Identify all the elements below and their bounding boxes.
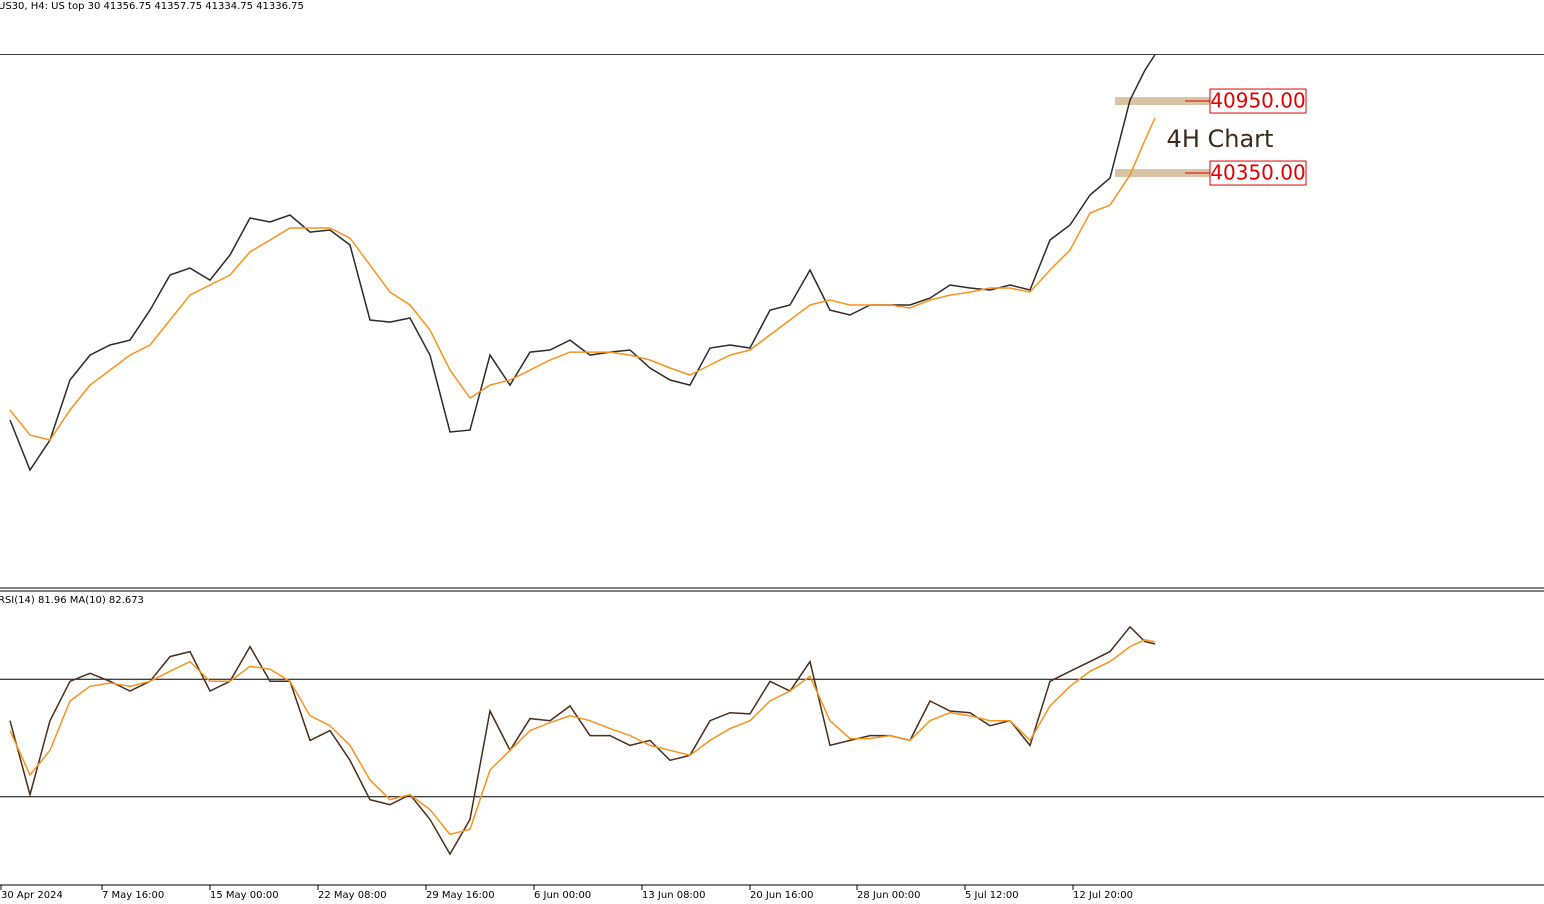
main-line (9, 54, 1156, 472)
level-zone (1115, 97, 1210, 106)
x-tick-label: 30 Apr 2024 (1, 890, 63, 901)
x-tick-label: 28 Jun 00:00 (857, 890, 921, 901)
level-label-box (1209, 88, 1307, 114)
x-tick-label: 29 May 16:00 (426, 890, 495, 901)
x-tick-label: 12 Jul 20:00 (1073, 890, 1133, 901)
x-tick-label: 7 May 16:00 (102, 890, 164, 901)
ma-line (9, 639, 1156, 836)
level-label: 40350.00 (1210, 161, 1305, 185)
level-zone (1115, 169, 1210, 178)
x-tick-label: 6 Jun 00:00 (534, 890, 591, 901)
level-label-box (1209, 160, 1307, 186)
x-tick-label: 15 May 00:00 (210, 890, 279, 901)
chart-header: US30, H4: US top 30 41356.75 41357.75 41… (0, 1, 304, 12)
ma-line (9, 117, 1156, 441)
indicator-title: RSI(14) 81.96 MA(10) 82.673 (0, 595, 144, 606)
annotation: 4H Chart (1167, 125, 1274, 153)
x-tick-label: 13 Jun 08:00 (642, 890, 706, 901)
level-label: 40950.00 (1210, 89, 1305, 113)
x-tick-label: 22 May 08:00 (318, 890, 387, 901)
x-tick-label: 5 Jul 12:00 (965, 890, 1019, 901)
x-tick-label: 20 Jun 16:00 (750, 890, 814, 901)
